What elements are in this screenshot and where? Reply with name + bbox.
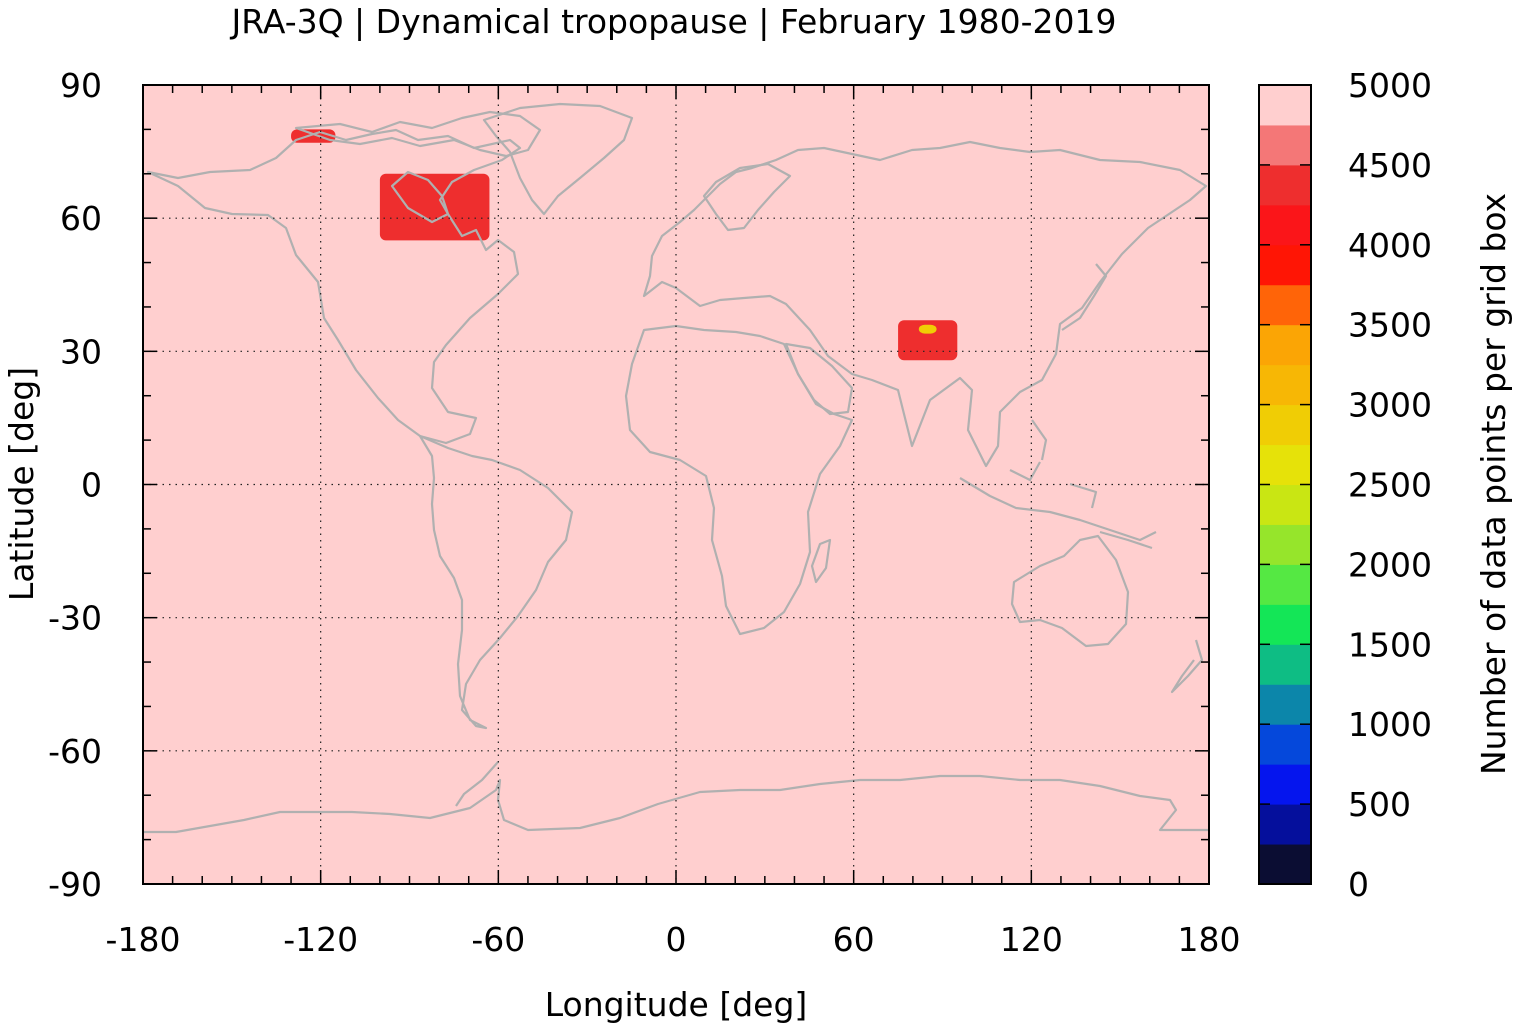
colorbar-swatch-7 xyxy=(1259,564,1311,605)
anomaly-patch-1 xyxy=(379,173,490,241)
x-tick-labels: -180 -120 -60 0 60 120 180 xyxy=(106,920,1241,959)
colorbar: 0 500 1000 1500 2000 2500 3000 3500 4000 4500 5000… xyxy=(1258,66,1513,904)
colorbar-tick-label-9: 4500 xyxy=(1348,146,1432,185)
x-tick-label-3: 0 xyxy=(666,920,687,959)
colorbar-swatch-9 xyxy=(1259,484,1311,525)
x-tick-label-6: 180 xyxy=(1178,920,1241,959)
colorbar-tick-label-7: 3500 xyxy=(1348,306,1432,345)
x-tick-label-5: 120 xyxy=(1000,920,1063,959)
coastline-madagascar xyxy=(810,538,832,584)
colorbar-swatch-10 xyxy=(1259,444,1311,485)
coastlines xyxy=(143,102,1209,834)
colorbar-swatch-1 xyxy=(1259,804,1311,845)
anomaly-layer xyxy=(291,129,958,361)
map-plot-area xyxy=(142,84,1210,885)
colorbar-frame xyxy=(1258,84,1312,885)
colorbar-swatch-5 xyxy=(1259,644,1311,685)
colorbar-swatch-6 xyxy=(1259,604,1311,645)
coastline-southeast-asia xyxy=(959,419,1157,550)
colorbar-tick-label-4: 2000 xyxy=(1348,545,1432,584)
colorbar-swatch-8 xyxy=(1259,524,1311,565)
colorbar-swatch-15 xyxy=(1259,244,1311,286)
coastline-arabia xyxy=(784,342,854,416)
colorbar-tick-label-6: 3000 xyxy=(1348,386,1432,425)
x-tick-label-4: 60 xyxy=(833,920,875,959)
colorbar-swatch-16 xyxy=(1259,204,1311,246)
x-tick-label-2: -60 xyxy=(471,920,525,959)
anomaly-patch-3 xyxy=(918,324,937,334)
colorbar-swatches xyxy=(1259,85,1311,885)
coastline-arctic-archipelago xyxy=(294,110,542,158)
colorbar-tick-label-10: 5000 xyxy=(1348,66,1432,105)
colorbar-swatch-19 xyxy=(1259,85,1311,126)
colorbar-label: Number of data points per grid box xyxy=(1474,193,1513,775)
colorbar-tick-label-0: 0 xyxy=(1348,865,1369,904)
plot-frame xyxy=(142,84,1210,885)
y-tick-label-5: -60 xyxy=(48,732,102,771)
colorbar-swatch-18 xyxy=(1259,124,1311,166)
colorbar-swatch-3 xyxy=(1259,724,1311,765)
coastline-australia xyxy=(1010,534,1130,648)
y-tick-label-3: 0 xyxy=(81,466,102,505)
anomaly-patch-2 xyxy=(898,320,958,361)
y-tick-label-2: 30 xyxy=(60,332,102,371)
colorbar-swatch-14 xyxy=(1259,284,1311,326)
coastline-antarctic-peninsula xyxy=(455,761,499,807)
coastline-japan xyxy=(1061,263,1108,331)
colorbar-swatch-17 xyxy=(1259,164,1311,206)
colorbar-tick-label-2: 1000 xyxy=(1348,705,1432,744)
colorbar-tick-labels: 0 500 1000 1500 2000 2500 3000 3500 4000 4500 5000 xyxy=(1348,66,1432,904)
colorbar-swatch-2 xyxy=(1259,764,1311,805)
colorbar-ticks xyxy=(1259,84,1311,885)
coastline-north-america xyxy=(146,128,522,445)
colorbar-swatch-11 xyxy=(1259,404,1311,446)
x-tick-label-0: -180 xyxy=(106,920,181,959)
x-tick-label-1: -120 xyxy=(283,920,358,959)
y-tick-labels: 90 60 30 0 -30 -60 -90 xyxy=(48,66,102,904)
coastline-africa xyxy=(624,324,854,636)
chart-title: JRA-3Q | Dynamical tropopause | February… xyxy=(230,2,1117,41)
y-tick-label-0: 90 xyxy=(60,66,102,105)
colorbar-tick-label-8: 4000 xyxy=(1348,226,1432,265)
colorbar-swatch-0 xyxy=(1259,844,1311,885)
grid-lines xyxy=(143,85,1209,884)
coastline-scandinavia xyxy=(702,162,792,232)
coastline-hudson-bay xyxy=(390,170,450,224)
coastline-new-zealand xyxy=(1170,639,1204,694)
y-tick-label-6: -90 xyxy=(48,865,102,904)
coastline-antarctica xyxy=(143,774,1209,834)
y-tick-label-1: 60 xyxy=(60,199,102,238)
colorbar-swatch-4 xyxy=(1259,684,1311,725)
y-axis-label: Latitude [deg] xyxy=(2,367,41,601)
x-axis-label: Longitude [deg] xyxy=(545,985,808,1024)
colorbar-swatch-13 xyxy=(1259,324,1311,366)
coastline-south-america xyxy=(418,434,574,730)
colorbar-tick-label-1: 500 xyxy=(1348,785,1411,824)
y-tick-label-4: -30 xyxy=(48,599,102,638)
colorbar-tick-label-5: 2500 xyxy=(1348,466,1432,505)
coastline-greenland xyxy=(482,102,634,216)
colorbar-swatch-12 xyxy=(1259,364,1311,406)
colorbar-tick-label-3: 1500 xyxy=(1348,625,1432,664)
